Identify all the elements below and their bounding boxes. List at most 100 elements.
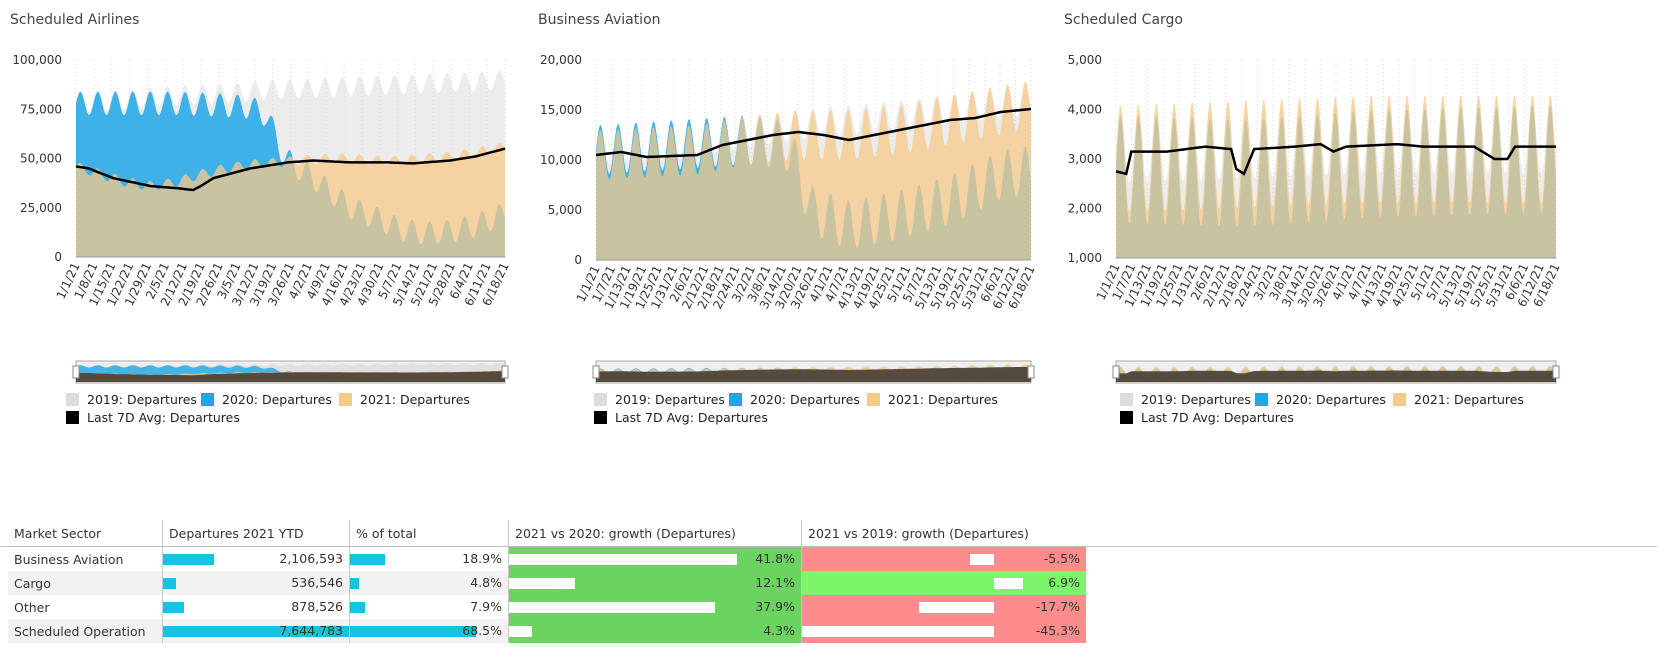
y-tick-label: 0 [54,250,62,264]
chart-title: Business Aviation [538,12,661,28]
legend-item-2021[interactable]: 2021: Departures [1393,392,1524,407]
ytd-bar [163,554,215,565]
range-navigator[interactable] [1054,360,1594,384]
table-row[interactable]: Other 878,526 7.9% 37.9% -17.7% [8,595,1086,619]
cell-ytd: 7,644,783 [162,619,350,643]
ytd-value: 878,526 [291,599,343,614]
legend-item-2019[interactable]: 2019: Departures [1120,392,1251,407]
y-tick-label: 50,000 [20,152,62,166]
growth-2020-bar [509,554,737,565]
chart-plot: 025,00050,00075,000100,0001/1/211/8/211/… [12,53,511,308]
range-navigator[interactable] [528,360,1068,384]
legend-item-2019[interactable]: 2019: Departures [66,392,197,407]
y-tick-label: 3,000 [1068,152,1102,166]
y-tick-label: 0 [574,253,582,267]
cell-ytd: 2,106,593 [162,546,350,571]
legend-item-2019[interactable]: 2019: Departures [594,392,725,407]
cell-growth-2020: 4.3% [508,619,802,643]
sector-name: Scheduled Operation [14,623,146,639]
navigator-handle-right[interactable] [1552,365,1560,379]
avg-line-series[interactable] [595,107,1032,159]
y-tick-label: 25,000 [20,201,62,215]
cell-sector: Scheduled Operation [8,619,163,643]
y-tick-label: 75,000 [20,102,62,116]
cell-pct: 18.9% [349,546,509,571]
growth-2019-bar [918,602,994,613]
pct-bar [350,602,365,613]
avg-line-series[interactable] [1115,142,1556,176]
area-series-2021[interactable] [1116,96,1556,258]
legend-item-avg[interactable]: Last 7D Avg: Departures [594,410,768,425]
ytd-value: 2,106,593 [279,551,343,566]
navigator-handle-left[interactable] [72,365,80,379]
legend-item-2021[interactable]: 2021: Departures [339,392,470,407]
ytd-value: 536,546 [291,575,343,590]
col-header-growth-2019[interactable]: 2021 vs 2019: growth (Departures) [801,520,1086,547]
cell-growth-2020: 37.9% [508,595,802,619]
pct-bar [350,578,359,589]
pct-value: 68.5% [462,623,502,638]
chart-plot: 1,0002,0003,0004,0005,0001/1/211/7/211/1… [1068,53,1563,309]
legend-label: Last 7D Avg: Departures [1141,410,1294,425]
navigator-handle-left[interactable] [1112,365,1120,379]
col-header-sector[interactable]: Market Sector [8,520,163,547]
legend-item-2021[interactable]: 2021: Departures [867,392,998,407]
growth-2019-value: -17.7% [1035,599,1080,614]
cell-growth-2019: -45.3% [801,619,1086,643]
navigator-handle-right[interactable] [1027,365,1035,379]
legend-label: 2021: Departures [1414,392,1524,407]
growth-2020-value: 12.1% [755,575,795,590]
chart-panel-scheduled-airlines: Scheduled Airlines 0 25,000 50,000 75,000 10… [0,0,540,450]
legend-label: 2021: Departures [888,392,998,407]
table-row[interactable]: Business Aviation 2,106,593 18.9% 41.8% -5.5… [8,546,1086,571]
legend-label: 2020: Departures [750,392,860,407]
legend-label: 2019: Departures [1141,392,1251,407]
avg-line-series[interactable] [75,147,506,192]
y-tick-label: 2,000 [1068,202,1102,216]
y-tick-label: 10,000 [540,153,582,167]
table-row[interactable]: Cargo 536,546 4.8% 12.1% 6.9% [8,571,1086,595]
growth-2019-bar [970,554,994,565]
growth-2020-bar [509,578,575,589]
table-header-row: Market Sector Departures 2021 YTD % of t… [8,520,1086,547]
navigator-handle-right[interactable] [501,365,509,379]
navigator-avg-area [76,371,505,382]
pct-value: 18.9% [462,551,502,566]
range-navigator[interactable] [0,360,540,384]
cell-growth-2019: -5.5% [801,546,1086,571]
chart-panel-scheduled-cargo: Scheduled Cargo 1,000 2,000 3,000 4,000 5,00… [1054,0,1594,450]
col-header-ytd[interactable]: Departures 2021 YTD [162,520,350,547]
cell-pct: 7.9% [349,595,509,619]
growth-2019-bar [802,626,994,637]
cell-growth-2019: 6.9% [801,571,1086,595]
ytd-bar [163,602,185,613]
legend-item-avg[interactable]: Last 7D Avg: Departures [66,410,240,425]
legend-label: 2020: Departures [222,392,332,407]
y-tick-label: 5,000 [1068,53,1102,67]
legend-item-2020[interactable]: 2020: Departures [729,392,860,407]
table-row[interactable]: Scheduled Operation 7,644,783 68.5% 4.3% -45… [8,619,1086,643]
legend-item-avg[interactable]: Last 7D Avg: Departures [1120,410,1294,425]
cell-pct: 68.5% [349,619,509,643]
ytd-bar [163,578,177,589]
chart-plot: 05,00010,00015,00020,0001/1/211/7/211/13… [540,53,1038,311]
navigator-handle-left[interactable] [592,365,600,379]
area-series-2021[interactable] [76,142,505,257]
legend-item-2020[interactable]: 2020: Departures [1255,392,1386,407]
y-tick-label: 15,000 [540,103,582,117]
pct-bar [350,626,477,637]
cell-sector: Cargo [8,571,163,595]
navigator-avg-area [1116,370,1556,382]
sector-name: Other [14,599,50,615]
y-tick-label: 1,000 [1068,251,1102,265]
ytd-value: 7,644,783 [279,623,343,638]
col-header-pct[interactable]: % of total [349,520,509,547]
growth-2019-value: -45.3% [1035,623,1080,638]
cell-growth-2020: 41.8% [508,546,802,571]
chart-title: Scheduled Airlines [10,12,140,28]
legend-item-2020[interactable]: 2020: Departures [201,392,332,407]
col-header-growth-2020[interactable]: 2021 vs 2020: growth (Departures) [508,520,802,547]
legend-label: 2021: Departures [360,392,470,407]
growth-2020-value: 37.9% [755,599,795,614]
growth-2019-value: 6.9% [1048,575,1080,590]
